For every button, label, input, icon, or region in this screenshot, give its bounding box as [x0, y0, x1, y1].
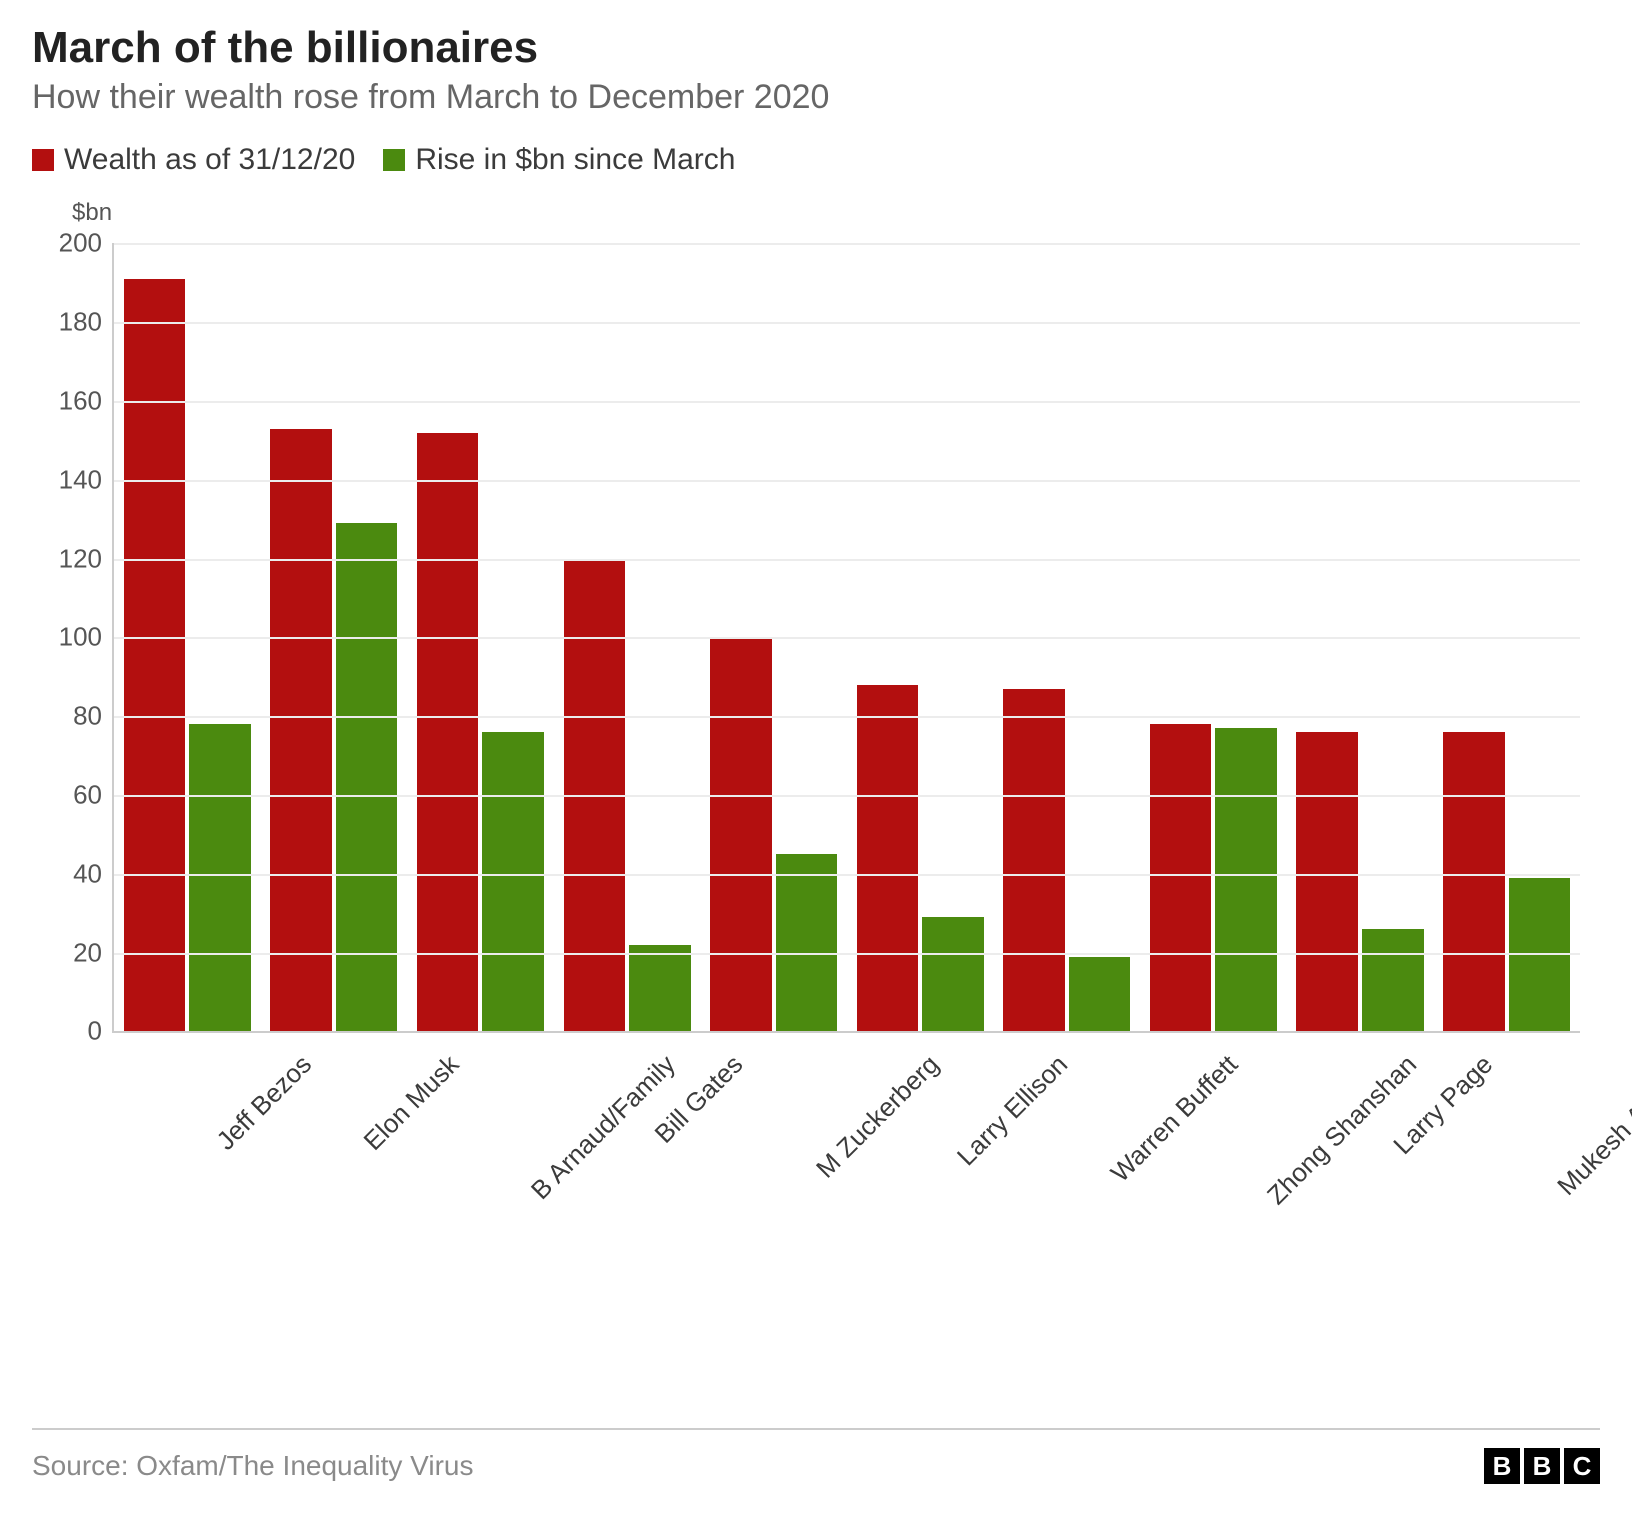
chart-subtitle: How their wealth rose from March to Dece…: [32, 78, 1600, 117]
x-label-slot: Zhong Shanshan: [1140, 1033, 1287, 1213]
y-tick-label: 100: [42, 622, 114, 653]
x-label-slot: Bill Gates: [552, 1033, 699, 1213]
bar-series1: [124, 279, 186, 1032]
gridline: [114, 637, 1580, 639]
x-label-slot: B Arnaud/Family: [406, 1033, 553, 1213]
bar-series2: [1069, 957, 1131, 1032]
source-text: Source: Oxfam/The Inequality Virus: [32, 1450, 473, 1482]
bar-series1: [710, 637, 772, 1031]
bar-series2: [776, 854, 838, 1031]
x-label-slot: Jeff Bezos: [112, 1033, 259, 1213]
gridline: [114, 480, 1580, 482]
y-tick-label: 180: [42, 307, 114, 338]
gridline: [114, 243, 1580, 245]
chart-area: 020406080100120140160180200 Jeff BezosEl…: [32, 233, 1600, 1213]
legend-swatch-series1: [32, 149, 54, 171]
legend-swatch-series2: [383, 149, 405, 171]
gridline: [114, 795, 1580, 797]
bar-series2: [336, 523, 398, 1031]
bar-series2: [189, 724, 251, 1031]
x-label-slot: Warren Buffett: [993, 1033, 1140, 1213]
bar-series2: [1215, 728, 1277, 1031]
y-tick-label: 200: [42, 228, 114, 259]
legend-label-series2: Rise in $bn since March: [415, 143, 735, 177]
y-tick-label: 0: [42, 1016, 114, 1047]
x-label-slot: M Zuckerberg: [699, 1033, 846, 1213]
bar-series1: [270, 429, 332, 1032]
bar-series2: [922, 917, 984, 1031]
x-label-slot: Larry Ellison: [846, 1033, 993, 1213]
bar-series1: [1150, 724, 1212, 1031]
plot-area: 020406080100120140160180200: [112, 243, 1580, 1033]
gridline: [114, 559, 1580, 561]
gridline: [114, 322, 1580, 324]
gridline: [114, 716, 1580, 718]
y-axis-unit: $bn: [72, 199, 1600, 227]
bbc-logo-box: B: [1484, 1448, 1520, 1484]
gridline: [114, 401, 1580, 403]
bbc-logo-box: C: [1564, 1448, 1600, 1484]
bbc-logo: BBC: [1484, 1448, 1600, 1484]
gridline: [114, 953, 1580, 955]
legend: Wealth as of 31/12/20 Rise in $bn since …: [32, 143, 1600, 177]
chart-container: March of the billionaires How their weal…: [0, 0, 1632, 1536]
y-tick-label: 80: [42, 701, 114, 732]
bar-series2: [1362, 929, 1424, 1031]
y-tick-label: 20: [42, 937, 114, 968]
y-tick-label: 140: [42, 464, 114, 495]
legend-item-series2: Rise in $bn since March: [383, 143, 735, 177]
bbc-logo-box: B: [1524, 1448, 1560, 1484]
bar-series2: [629, 945, 691, 1032]
bar-series1: [1003, 689, 1065, 1032]
y-tick-label: 160: [42, 385, 114, 416]
bar-series2: [482, 732, 544, 1031]
y-tick-label: 60: [42, 779, 114, 810]
x-label-slot: Mukesh Ambani: [1433, 1033, 1580, 1213]
legend-item-series1: Wealth as of 31/12/20: [32, 143, 355, 177]
bar-series1: [1296, 732, 1358, 1031]
chart-footer: Source: Oxfam/The Inequality Virus BBC: [32, 1428, 1600, 1484]
bar-series1: [417, 433, 479, 1032]
bar-series1: [857, 685, 919, 1032]
x-axis-labels: Jeff BezosElon MuskB Arnaud/FamilyBill G…: [112, 1033, 1580, 1213]
x-label-slot: Larry Page: [1286, 1033, 1433, 1213]
y-tick-label: 120: [42, 543, 114, 574]
x-label-slot: Elon Musk: [259, 1033, 406, 1213]
bar-series1: [1443, 732, 1505, 1031]
x-tick-label: Mukesh Ambani: [1551, 1049, 1632, 1202]
y-tick-label: 40: [42, 858, 114, 889]
gridline: [114, 874, 1580, 876]
chart-title: March of the billionaires: [32, 24, 1600, 72]
legend-label-series1: Wealth as of 31/12/20: [64, 143, 355, 177]
